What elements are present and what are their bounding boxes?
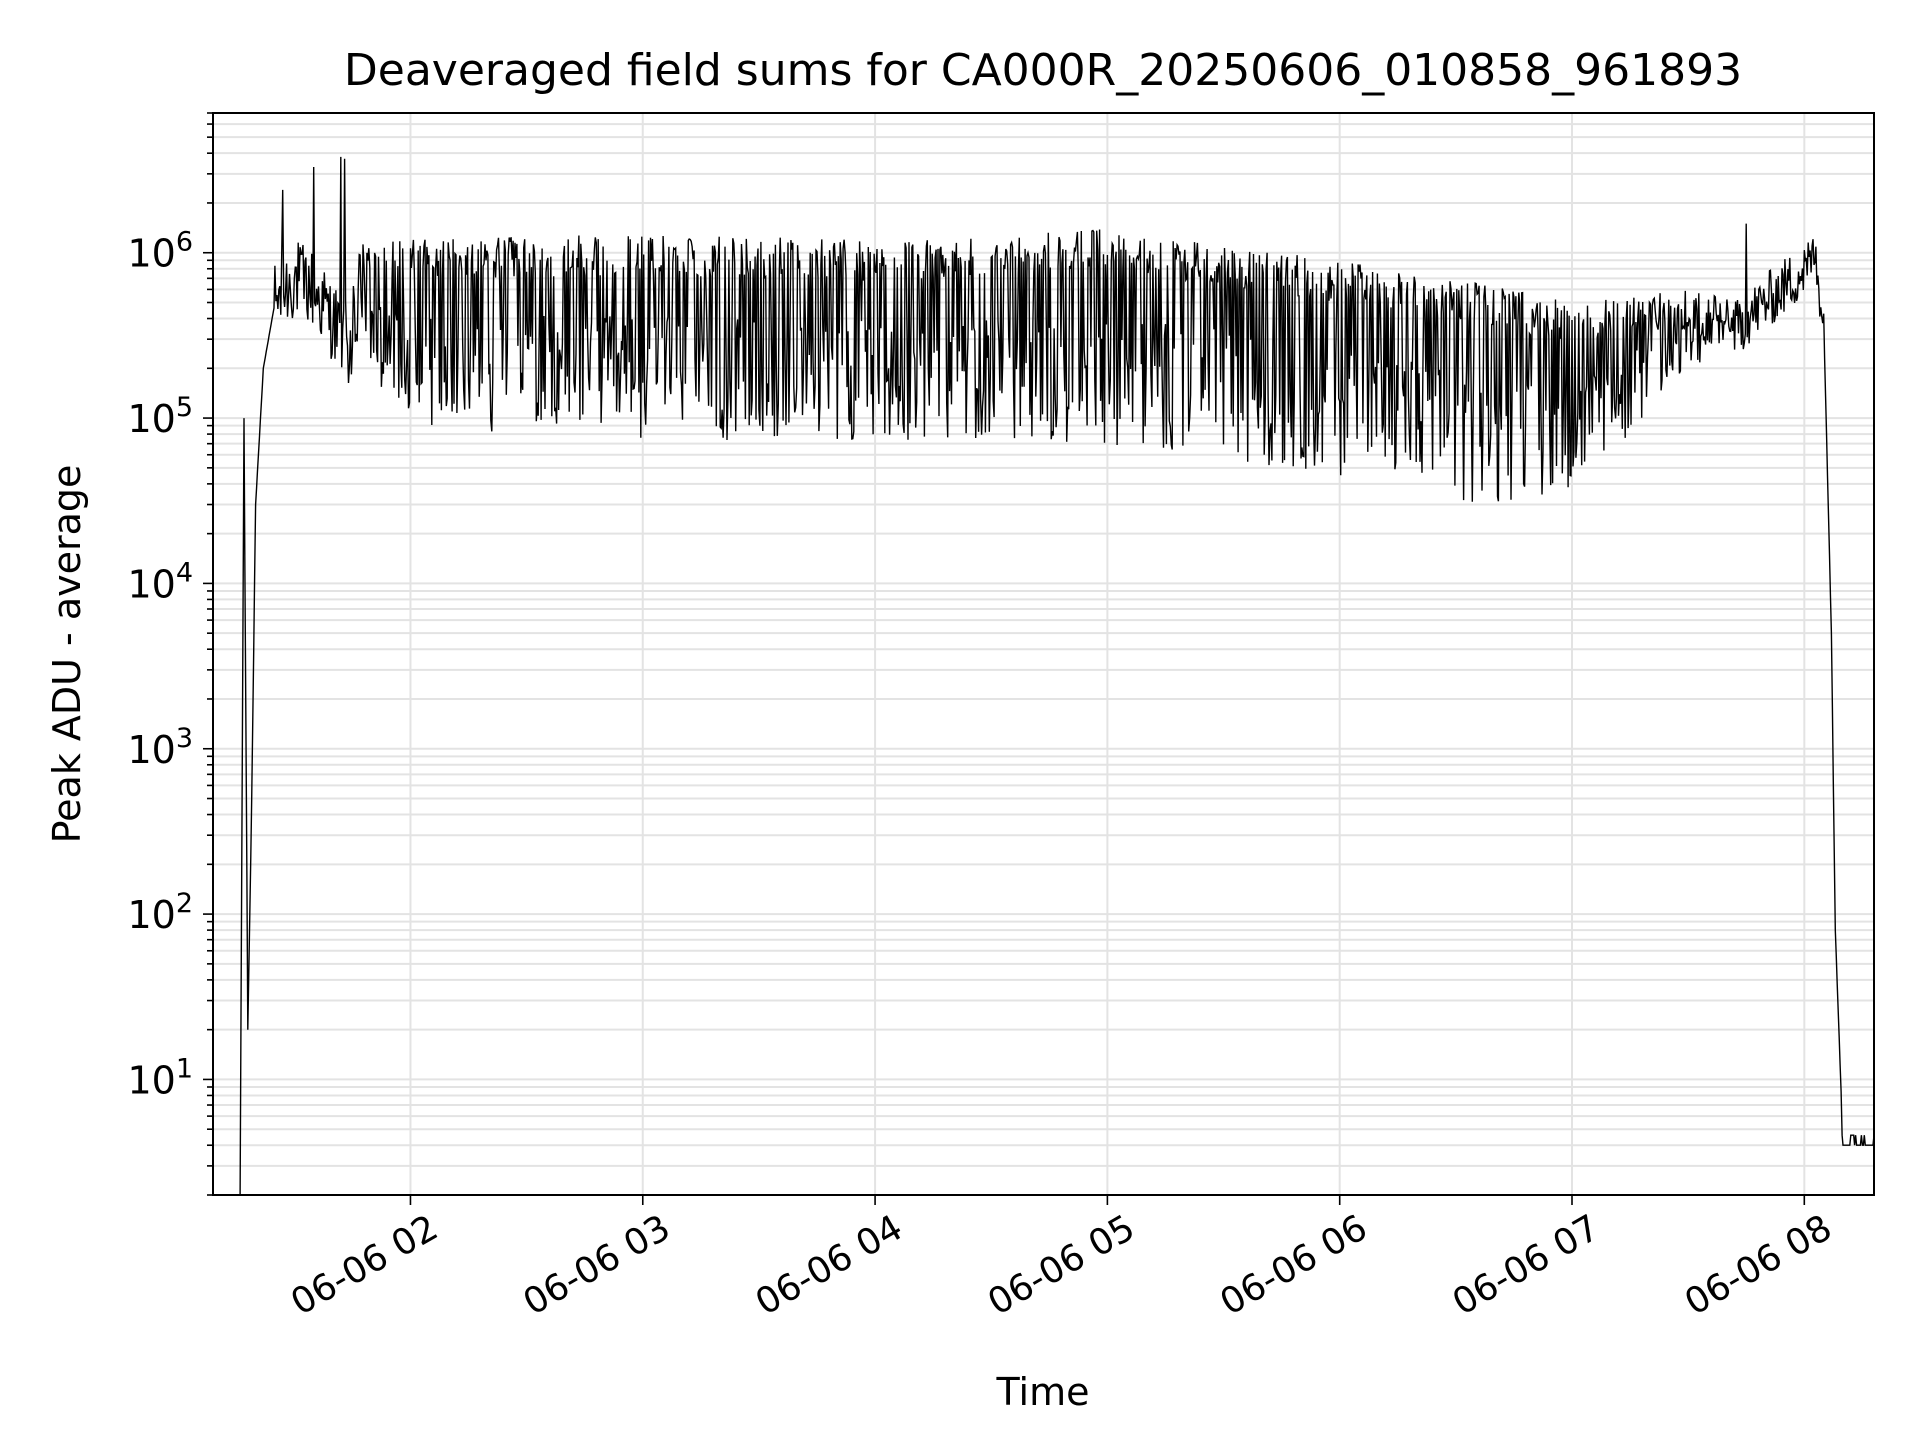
y-axis-label: Peak ADU - average: [45, 465, 89, 844]
y-tick-label: 102: [127, 888, 193, 937]
y-tick-label-exponent: 3: [176, 723, 193, 754]
series-line: [239, 156, 1874, 1195]
y-tick-label-base: 10: [127, 893, 175, 937]
y-tick-label-base: 10: [127, 562, 175, 606]
y-tick-label-exponent: 1: [176, 1053, 193, 1084]
plot-frame: [212, 112, 1875, 1196]
y-tick-label-base: 10: [127, 728, 175, 772]
x-axis-label: Time: [996, 1370, 1090, 1414]
y-tick-label-exponent: 4: [176, 557, 193, 588]
y-tick-label: 103: [127, 723, 193, 772]
y-tick-label: 105: [127, 392, 193, 441]
y-tick-label-exponent: 5: [176, 392, 193, 423]
y-tick-label-exponent: 2: [176, 888, 193, 919]
y-tick-label: 101: [127, 1053, 193, 1102]
plot-area: [239, 156, 1874, 1195]
y-tick-label: 104: [127, 557, 193, 606]
y-tick-label-base: 10: [127, 232, 175, 276]
y-tick-label-base: 10: [127, 1058, 175, 1102]
chart-title: Deaveraged field sums for CA000R_2025060…: [344, 45, 1742, 96]
y-tick-label-exponent: 6: [176, 227, 193, 258]
y-tick-label: 106: [127, 227, 193, 276]
y-tick-label-base: 10: [127, 397, 175, 441]
